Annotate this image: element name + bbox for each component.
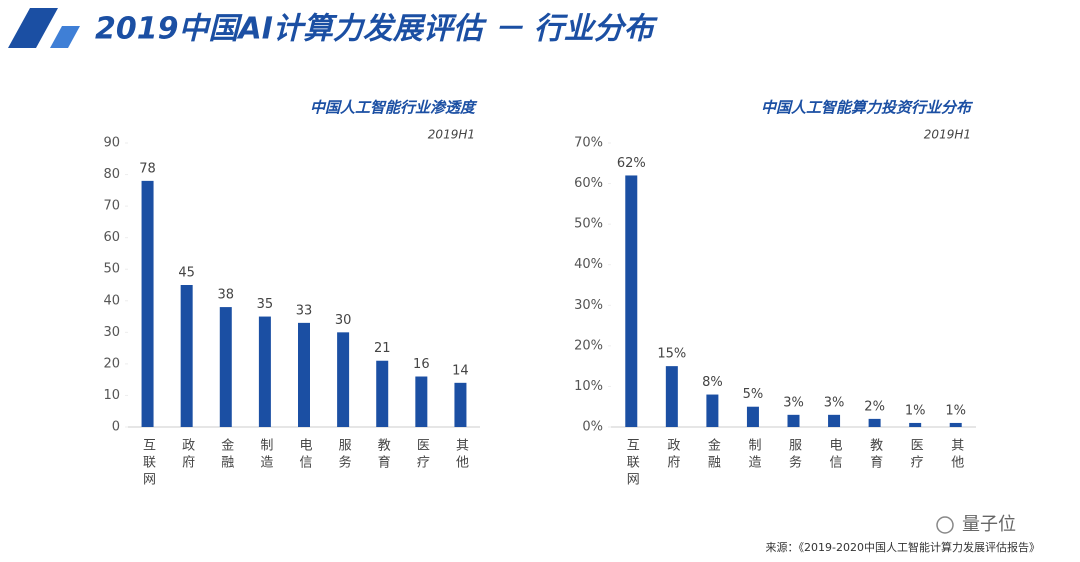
y-tick-label: 0% (582, 420, 603, 435)
source-note: 来源：《2019-2020中国人工智能计算力发展评估报告》 (766, 540, 1040, 554)
bar (949, 422, 962, 427)
x-tick-label: 电信 (297, 438, 313, 472)
x-tick-label: 医疗 (414, 438, 430, 472)
y-tick-label: 40% (574, 257, 603, 272)
bar (787, 414, 800, 427)
x-tick-label: 互联网 (624, 438, 640, 489)
x-tick-label: 其他 (453, 438, 469, 472)
x-tick-label: 政府 (664, 438, 680, 472)
bar (180, 285, 193, 427)
x-tick-label: 制造 (745, 438, 761, 472)
bar (298, 322, 310, 427)
wechat-icon (936, 516, 954, 534)
value-label: 30 (335, 313, 352, 328)
y-tick-label: 90 (103, 136, 120, 151)
value-label: 1% (905, 403, 926, 418)
y-tick-label: 30 (103, 325, 120, 340)
chart-subtitle: 2019H1 (428, 128, 475, 142)
bar (219, 307, 232, 427)
logo-shape (50, 26, 80, 48)
y-tick-label: 20 (103, 356, 120, 371)
y-tick-label: 60% (574, 176, 603, 191)
value-label: 15% (657, 347, 686, 362)
value-label: 38 (218, 288, 235, 303)
x-tick-label: 服务 (786, 438, 802, 472)
bar (746, 406, 759, 427)
chart-subtitle: 2019H1 (924, 128, 971, 142)
logo-shape (8, 8, 58, 48)
value-label: 1% (945, 403, 966, 418)
bar (415, 376, 428, 427)
y-tick-label: 10% (574, 379, 603, 394)
y-tick-label: 40 (103, 293, 120, 308)
value-label: 3% (783, 395, 804, 410)
value-label: 5% (743, 387, 764, 402)
bar (337, 332, 350, 427)
x-tick-label: 服务 (336, 438, 352, 472)
value-label: 3% (824, 395, 845, 410)
y-tick-label: 60 (103, 230, 120, 245)
value-label: 45 (178, 266, 195, 281)
x-tick-label: 电信 (827, 438, 843, 472)
value-label: 62% (617, 156, 646, 171)
y-tick-label: 0 (112, 420, 120, 435)
bar (909, 422, 922, 427)
y-tick-label: 70 (103, 199, 120, 214)
bar (258, 316, 271, 427)
x-tick-label: 制造 (257, 438, 273, 472)
y-tick-label: 80 (103, 167, 120, 182)
x-tick-label: 金融 (705, 437, 721, 472)
slide-title: 2019中国AI计算力发展评估 － 行业分布 (95, 12, 659, 47)
bar (706, 394, 719, 427)
x-tick-label: 政府 (179, 438, 195, 472)
bar (625, 175, 638, 427)
x-tick-label: 金融 (218, 437, 234, 472)
bar (828, 414, 841, 427)
y-tick-label: 10 (103, 388, 120, 403)
x-tick-label: 教育 (375, 437, 391, 472)
x-tick-label: 互联网 (140, 438, 156, 489)
value-label: 2% (864, 399, 885, 414)
y-tick-label: 50% (574, 217, 603, 232)
x-tick-label: 其他 (948, 438, 964, 472)
bar (454, 382, 467, 427)
value-label: 33 (296, 303, 313, 318)
value-label: 21 (374, 341, 391, 356)
value-label: 35 (257, 297, 274, 312)
y-tick-label: 50 (103, 262, 120, 277)
value-label: 8% (702, 375, 723, 390)
value-label: 16 (413, 357, 430, 372)
bar (868, 418, 881, 427)
chart-title: 中国人工智能行业渗透度 (310, 99, 478, 117)
value-label: 78 (139, 161, 156, 176)
x-tick-label: 医疗 (908, 438, 924, 472)
y-tick-label: 20% (574, 338, 603, 353)
bar (665, 366, 678, 427)
y-tick-label: 70% (574, 136, 603, 151)
y-tick-label: 30% (574, 298, 603, 313)
watermark: 量子位 (962, 514, 1016, 535)
bar (141, 180, 154, 427)
x-tick-label: 教育 (867, 437, 883, 472)
chart-title: 中国人工智能算力投资行业分布 (761, 99, 974, 117)
bar (376, 360, 389, 427)
value-label: 14 (452, 363, 469, 378)
